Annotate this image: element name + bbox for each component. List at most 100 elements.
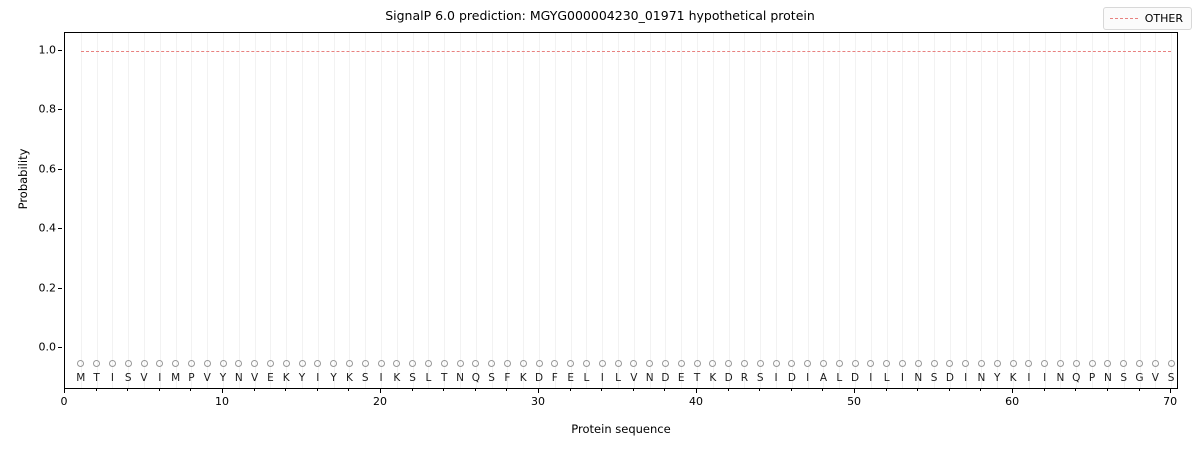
gridline (207, 33, 209, 388)
gridline (460, 33, 462, 388)
x-axis-tick: 40 (689, 395, 704, 408)
residue-label: F (551, 372, 558, 385)
x-axis-minor-tick (1043, 389, 1045, 391)
residue-marker (598, 359, 606, 367)
gridline (254, 33, 256, 388)
x-axis-ticks: 0 10 20 30 40 50 60 70 (60, 389, 1178, 419)
residue-marker (677, 359, 685, 367)
residue-label: I (1027, 372, 1031, 385)
residue-marker (440, 359, 448, 367)
x-axis-minor-tick (474, 389, 476, 391)
residue-label: V (140, 372, 148, 385)
residue-marker (914, 359, 922, 367)
x-axis-tick: 30 (531, 395, 546, 408)
residue-label: I (774, 372, 778, 385)
residue-label: I (158, 372, 162, 385)
chart-legend[interactable]: OTHER (1102, 7, 1192, 30)
x-axis-minor-tick (727, 389, 729, 391)
residue-label: V (630, 372, 638, 385)
residue-label: Q (1072, 372, 1081, 385)
gridline (776, 33, 778, 388)
gridline (1123, 33, 1125, 388)
gridline (949, 33, 951, 388)
gridline (744, 33, 746, 388)
residue-marker (282, 359, 290, 367)
residue-marker (124, 359, 132, 367)
gridline (570, 33, 572, 388)
residue-marker (77, 359, 85, 367)
residue-marker (330, 359, 338, 367)
x-axis-minor-tick (759, 389, 761, 391)
x-axis-minor-tick (1106, 389, 1108, 391)
gridline (381, 33, 383, 388)
residue-label: E (677, 372, 685, 385)
x-axis-minor-tick (885, 389, 887, 391)
y-axis-tick-labels: 0.0 0.2 0.4 0.6 0.8 1.0 (0, 32, 57, 389)
residue-marker (930, 359, 938, 367)
x-axis-tick: 70 (1163, 395, 1178, 408)
residue-marker (393, 359, 401, 367)
residue-marker (535, 359, 543, 367)
residue-marker (93, 359, 101, 367)
gridline (807, 33, 809, 388)
gridline (191, 33, 193, 388)
x-axis-minor-tick (190, 389, 192, 391)
residue-marker (1009, 359, 1017, 367)
x-axis-tick: 20 (373, 395, 388, 408)
x-axis-tick-mark (1012, 389, 1014, 393)
residue-marker (140, 359, 148, 367)
gridline (981, 33, 983, 388)
residue-marker (219, 359, 227, 367)
residue-label: R (740, 372, 749, 385)
x-axis-minor-tick (569, 389, 571, 391)
residue-marker (1041, 359, 1049, 367)
residue-marker (1136, 359, 1143, 367)
residue-label: K (519, 372, 527, 385)
gridline (965, 33, 967, 388)
residue-marker (503, 359, 511, 367)
residue-marker (740, 359, 748, 367)
residue-label: L (583, 372, 590, 385)
gridline (633, 33, 635, 388)
residue-marker (251, 359, 259, 367)
gridline (791, 33, 793, 388)
x-axis-minor-tick (601, 389, 603, 391)
residue-label: S (361, 372, 369, 385)
gridline (396, 33, 398, 388)
gridline (870, 33, 872, 388)
gridline (365, 33, 367, 388)
residue-marker (409, 359, 417, 367)
residue-label: Y (330, 372, 337, 385)
gridline (349, 33, 351, 388)
y-axis-tick-mark (58, 228, 62, 230)
other-probability-line (65, 33, 1177, 388)
gridline (175, 33, 177, 388)
residue-label: L (836, 372, 843, 385)
x-axis-minor-tick (443, 389, 445, 391)
gridline (997, 33, 999, 388)
residue-marker (187, 359, 195, 367)
y-axis-tick-mark (58, 347, 62, 349)
residue-marker (962, 359, 970, 367)
residue-label: D (534, 372, 544, 385)
gridline (1171, 33, 1173, 388)
gridline (1060, 33, 1062, 388)
residue-label: N (1103, 372, 1112, 385)
gridline (523, 33, 525, 388)
residue-marker (567, 359, 575, 367)
gridline (649, 33, 651, 388)
residue-marker (519, 359, 527, 367)
residue-marker (1167, 359, 1175, 367)
gridline (1092, 33, 1094, 388)
residue-marker (883, 359, 891, 367)
x-axis-tick: 0 (60, 395, 68, 408)
gridline (507, 33, 509, 388)
gridline (823, 33, 825, 388)
x-axis-minor-tick (127, 389, 129, 391)
x-axis-minor-tick (253, 389, 255, 391)
gridline (712, 33, 714, 388)
gridline (444, 33, 446, 388)
y-axis-tick: 0.8 (38, 102, 57, 116)
x-axis-tick: 10 (215, 395, 229, 408)
residue-label: N (1056, 372, 1065, 385)
